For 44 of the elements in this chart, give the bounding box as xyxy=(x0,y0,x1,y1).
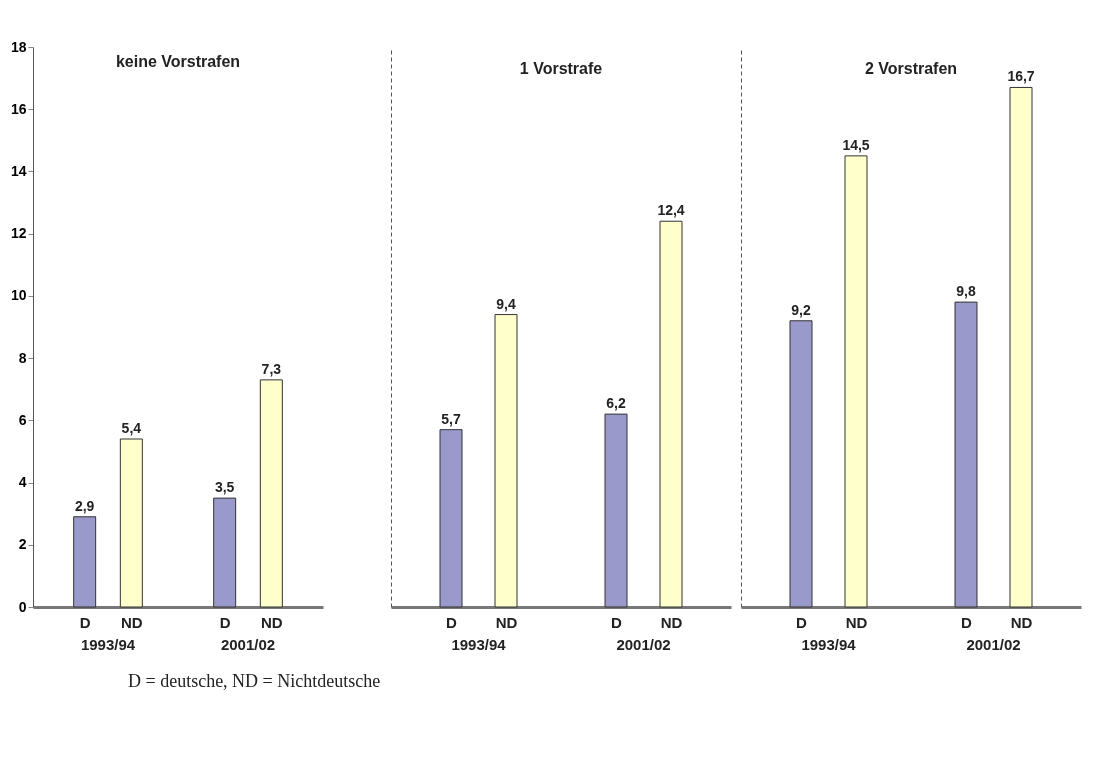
y-tick-label: 0 xyxy=(18,598,27,615)
data-label: 5,7 xyxy=(441,410,461,427)
text: 1993/94 xyxy=(451,636,507,653)
x-tick-label: ND xyxy=(1010,613,1033,631)
y-tick-label: 4 xyxy=(18,474,27,491)
x-tick-label: D xyxy=(219,613,231,631)
text: 1993/94 xyxy=(80,636,136,653)
data-label: 3,5 xyxy=(214,479,235,496)
y-tick-label: 8 xyxy=(18,349,27,366)
data-label: 9,8 xyxy=(956,283,976,300)
x-tick-label: ND xyxy=(121,613,143,631)
text: 2001/02 xyxy=(220,636,276,653)
y-tick-label: 16 xyxy=(10,100,27,117)
y-tick-label: 18 xyxy=(10,38,27,55)
text: 2001/02 xyxy=(616,636,671,653)
data-label: 14,5 xyxy=(842,136,870,153)
data-label: 9,4 xyxy=(496,295,516,312)
text: 2001/02 xyxy=(966,636,1021,653)
x-tick-label: ND xyxy=(845,613,868,631)
y-tick-label: 2 xyxy=(18,536,27,553)
text: 1 Vorstrafe xyxy=(519,60,603,77)
chart-title: keine Vorstrafen xyxy=(115,53,241,70)
text: 2 Vorstrafen xyxy=(864,60,958,77)
y-tick-label: 6 xyxy=(18,411,27,428)
data-label: 5,4 xyxy=(121,420,142,436)
x-tick-label: D xyxy=(796,613,808,631)
x-tick-label: ND xyxy=(495,613,518,631)
text: D = deutsche, ND = Nichtdeutsche xyxy=(128,671,381,691)
data-label: 9,2 xyxy=(791,301,811,318)
x-tick-label: D xyxy=(961,613,973,631)
y-tick-label: 12 xyxy=(10,225,27,242)
y-tick-label: 14 xyxy=(10,162,27,179)
data-label: 12,4 xyxy=(657,202,685,219)
x-tick-label: D xyxy=(446,613,458,631)
data-label: 2,9 xyxy=(74,497,95,514)
data-label: 16,7 xyxy=(1007,68,1035,85)
x-tick-label: D xyxy=(611,613,623,631)
x-tick-label: ND xyxy=(660,613,683,631)
x-tick-label: ND xyxy=(261,613,283,631)
data-label: 7,3 xyxy=(261,360,282,377)
text: 1993/94 xyxy=(801,636,857,653)
data-label: 6,2 xyxy=(606,395,626,412)
y-tick-label: 10 xyxy=(10,287,27,304)
x-tick-label: D xyxy=(79,613,91,631)
